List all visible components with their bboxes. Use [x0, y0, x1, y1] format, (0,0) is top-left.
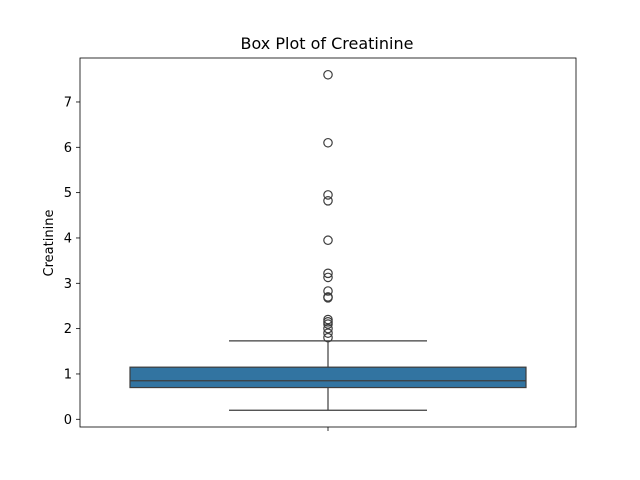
outlier-point: [323, 69, 333, 80]
y-tick-label: 2: [64, 322, 72, 337]
outlier-point: [323, 137, 333, 148]
outlier-point: [323, 190, 333, 200]
outlier-point: [323, 328, 333, 338]
y-tick-label: 4: [64, 231, 72, 246]
y-tick-label: 1: [64, 367, 72, 382]
outlier-point: [323, 286, 333, 296]
outlier-point: [323, 319, 333, 329]
y-tick-label: 6: [64, 141, 72, 156]
y-tick-label: 7: [64, 95, 72, 110]
y-axis-label: Creatinine: [42, 210, 57, 277]
y-tick-label: 5: [64, 186, 72, 201]
outlier-point: [323, 293, 333, 303]
interquartile-box: [129, 366, 527, 389]
outlier-point: [323, 332, 333, 343]
outlier-point: [323, 195, 333, 206]
outlier-point: [323, 268, 333, 279]
y-tick-label: 3: [64, 277, 72, 292]
outlier-point: [323, 235, 333, 246]
plot-area: 0 1 2 3 4 5 6 7: [64, 57, 577, 431]
chart-title: Box Plot of Creatinine: [241, 34, 414, 53]
outlier-point: [323, 272, 333, 283]
y-tick-label: 0: [64, 413, 72, 428]
outlier-point: [323, 323, 333, 334]
